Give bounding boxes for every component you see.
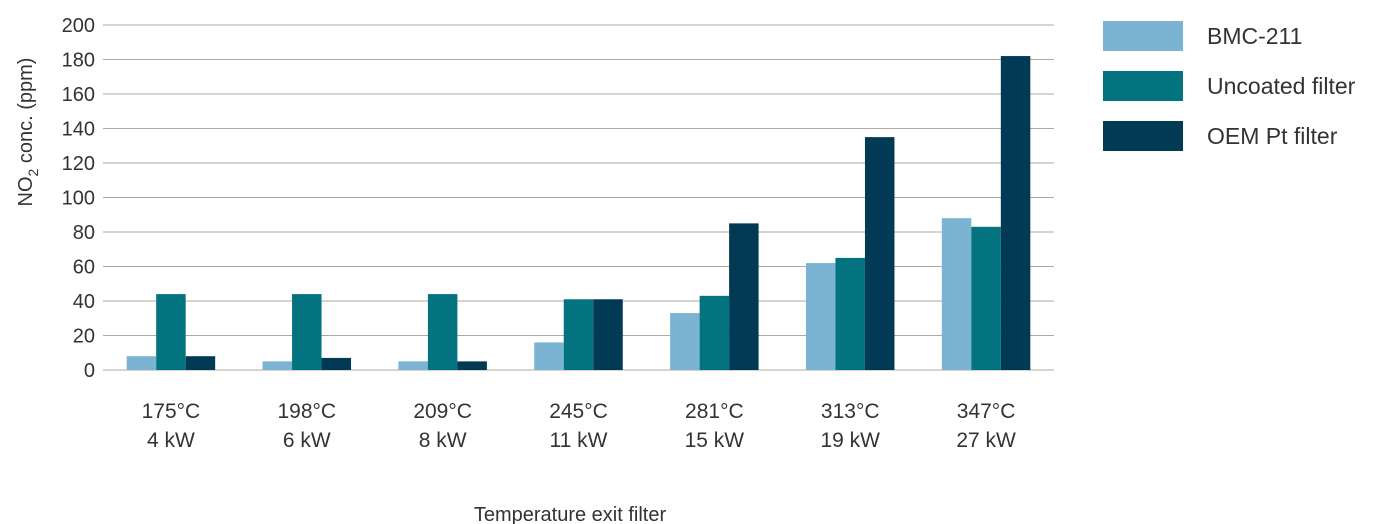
bar [941, 218, 972, 370]
bar [670, 313, 700, 370]
bar [321, 357, 352, 370]
y-tick-label: 60 [73, 257, 95, 279]
y-tick-label: 180 [62, 50, 95, 72]
y-tick-label: 120 [62, 153, 95, 175]
bar [805, 263, 836, 370]
y-tick-label: 20 [73, 326, 95, 348]
x-tick-label: 198°C 6 kW [277, 400, 336, 452]
y-axis-label: NO2 conc. (ppm) [15, 58, 41, 207]
bar [699, 295, 730, 370]
x-tick-label: 313°C 19 kW [820, 400, 880, 452]
legend-swatch [1103, 21, 1183, 51]
bar [563, 299, 594, 370]
y-tick-label: 200 [62, 15, 95, 37]
x-tick-label: 175°C 4 kW [142, 400, 201, 452]
legend-label: BMC-211 [1207, 23, 1302, 49]
bar [971, 226, 1001, 370]
x-tick-label: 209°C 8 kW [413, 400, 472, 452]
y-tick-label: 160 [62, 84, 95, 106]
bar [864, 137, 895, 370]
legend-swatch [1103, 71, 1183, 101]
gridlines [103, 24, 1054, 371]
bar [593, 299, 623, 370]
x-tick-label: 347°C 27 kW [956, 400, 1016, 452]
bar [835, 257, 865, 370]
bar [729, 223, 759, 370]
bar [457, 361, 487, 370]
x-axis-label: Temperature exit filter [474, 504, 667, 524]
bar [427, 294, 458, 370]
legend-label: OEM Pt filter [1207, 123, 1338, 149]
bar [156, 294, 186, 370]
y-tick-label: 80 [73, 222, 95, 244]
bar [126, 356, 157, 370]
bars [126, 56, 1031, 371]
bar [398, 361, 428, 370]
x-tick-labels: 175°C 4 kW 198°C 6 kW 209°C 8 kW 245°C 11 kW 281… [142, 400, 1016, 452]
bar [185, 356, 216, 370]
y-tick-label: 0 [84, 360, 95, 382]
legend-swatch [1103, 121, 1183, 151]
legend: BMC-211 Uncoated filter OEM Pt filter [1103, 21, 1356, 151]
legend-label: Uncoated filter [1207, 73, 1356, 99]
bar [292, 294, 322, 370]
bar [262, 361, 293, 370]
x-tick-label: 281°C 15 kW [685, 400, 745, 452]
x-tick-label: 245°C 11 kW [549, 400, 608, 452]
y-tick-label: 140 [62, 119, 95, 141]
y-tick-label: 100 [62, 188, 95, 210]
y-tick-labels: 0 20 40 60 80 100 120 140 160 180 200 [62, 15, 95, 382]
bar [1000, 56, 1031, 371]
y-tick-label: 40 [73, 291, 95, 313]
bar [534, 342, 564, 370]
